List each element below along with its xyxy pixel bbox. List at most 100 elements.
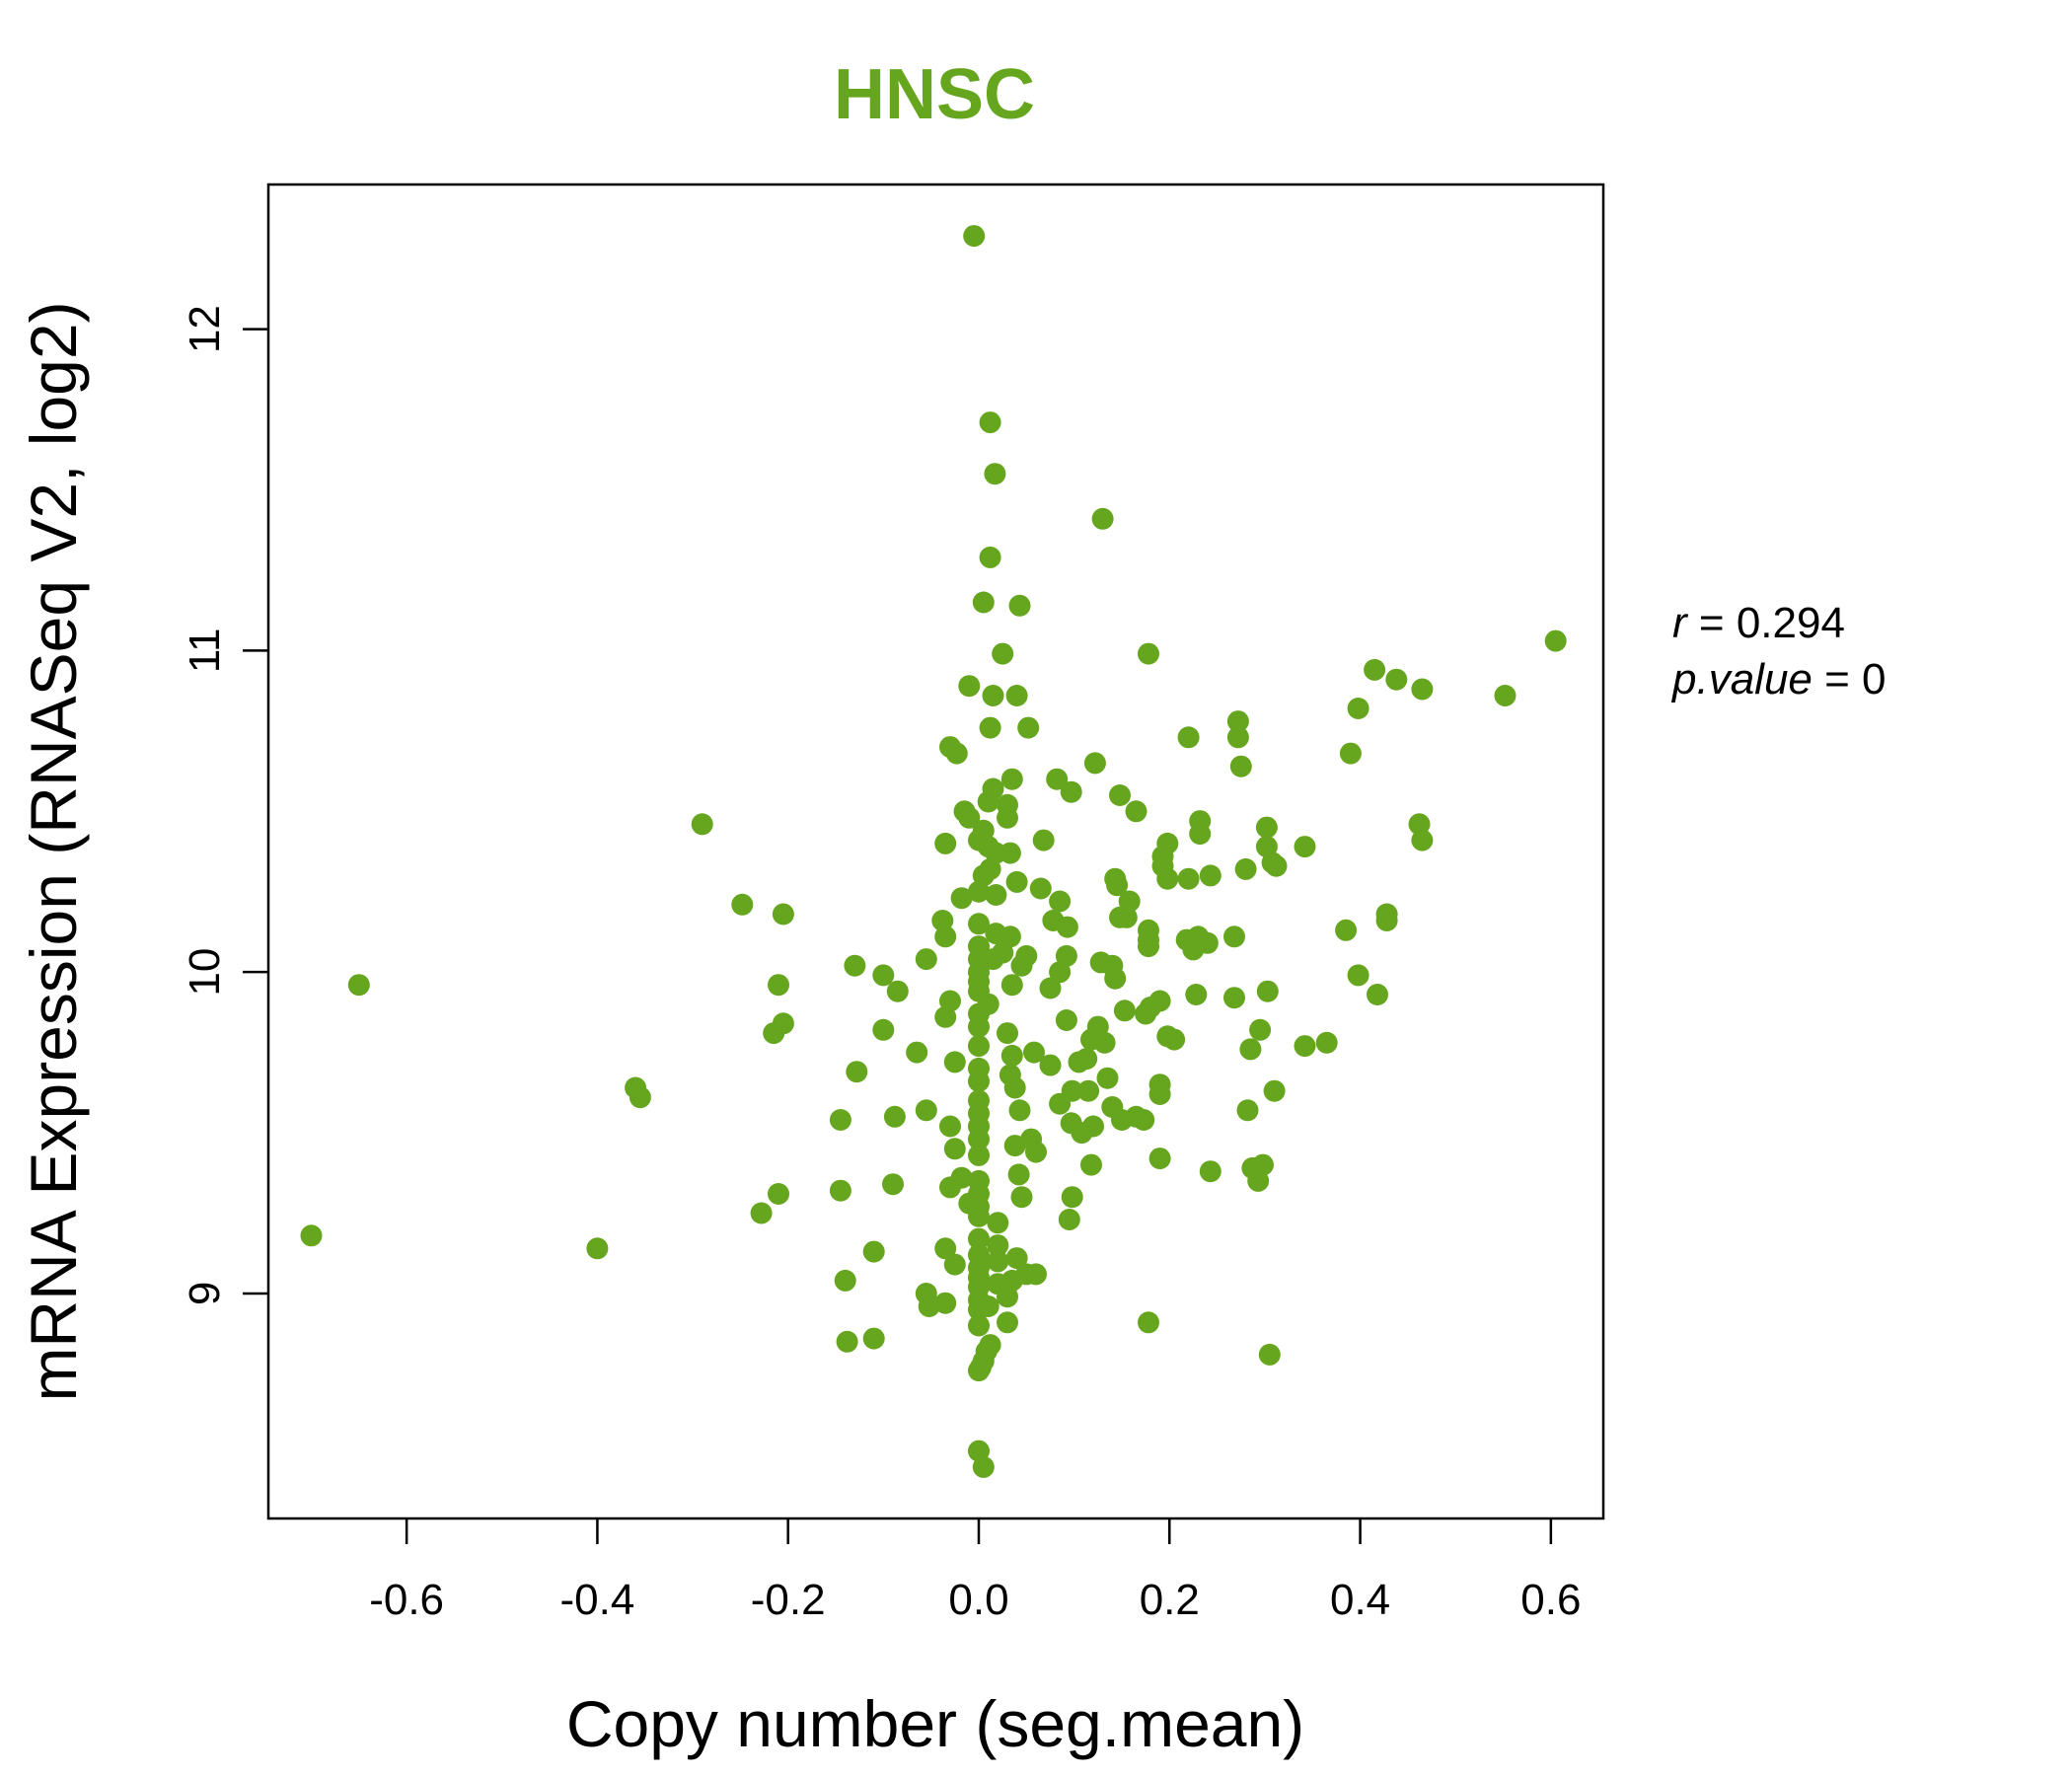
data-point — [1385, 668, 1408, 691]
data-point — [992, 642, 1014, 665]
p-equals: = — [1824, 655, 1862, 703]
data-point — [968, 1227, 990, 1250]
data-point — [1375, 910, 1398, 931]
data-point — [629, 1086, 651, 1109]
data-point — [1347, 698, 1369, 719]
data-point — [987, 1250, 1009, 1273]
data-point — [886, 980, 909, 1002]
data-point — [1008, 1099, 1031, 1122]
data-point — [982, 685, 1004, 706]
data-point — [987, 1234, 1009, 1257]
data-point — [963, 225, 986, 248]
data-point — [1294, 1035, 1316, 1058]
data-point — [968, 1205, 990, 1227]
data-point — [1223, 987, 1245, 1009]
data-point — [1177, 867, 1200, 890]
data-point — [829, 1109, 851, 1131]
data-point — [987, 1212, 1009, 1234]
data-point — [999, 842, 1021, 864]
data-point — [862, 1327, 885, 1350]
data-point — [768, 974, 789, 997]
data-point — [984, 463, 1006, 485]
data-point — [997, 1311, 1018, 1334]
data-point — [972, 1455, 995, 1478]
data-point — [968, 1298, 990, 1321]
data-point — [1071, 1122, 1093, 1145]
data-point — [872, 964, 895, 987]
data-point — [772, 903, 794, 925]
data-point — [1083, 752, 1106, 775]
data-point — [1229, 755, 1252, 777]
x-tick-label: -0.2 — [751, 1576, 826, 1624]
svg-text:p.value = 0: p.value = 0 — [1670, 655, 1887, 703]
data-point — [1005, 870, 1028, 893]
data-point — [1046, 768, 1069, 790]
data-point — [968, 1070, 990, 1092]
svg-text:r = 0.294: r = 0.294 — [1672, 599, 1845, 647]
data-point — [872, 1018, 895, 1041]
data-point — [846, 1061, 868, 1083]
data-point — [1039, 977, 1062, 999]
x-tick-label: -0.6 — [369, 1576, 444, 1624]
data-point — [1367, 984, 1388, 1005]
data-point — [768, 1183, 789, 1205]
data-point — [763, 1022, 785, 1045]
data-point — [1156, 867, 1179, 890]
data-point — [968, 1314, 990, 1337]
data-point — [882, 1173, 904, 1196]
data-point — [1494, 685, 1517, 706]
data-point — [968, 1360, 990, 1382]
data-point — [968, 1015, 990, 1038]
data-point — [1294, 836, 1316, 858]
data-point — [1029, 877, 1052, 900]
data-point — [979, 546, 1001, 568]
y-tick-label: 12 — [181, 305, 229, 353]
data-point — [1109, 906, 1131, 928]
data-point — [1025, 1141, 1047, 1163]
data-point — [985, 884, 1007, 906]
data-point — [586, 1237, 609, 1260]
data-point — [1138, 642, 1159, 665]
data-point — [979, 411, 1001, 434]
data-point — [1263, 1079, 1286, 1102]
data-point — [934, 925, 957, 948]
data-point — [1093, 1031, 1116, 1054]
data-point — [1544, 629, 1567, 652]
data-point — [1091, 507, 1114, 530]
data-point — [943, 1253, 966, 1276]
data-point — [1239, 1038, 1262, 1061]
data-point — [300, 1224, 323, 1247]
data-point — [934, 1292, 957, 1314]
data-point — [1265, 854, 1288, 877]
r-equals: = — [1699, 599, 1737, 647]
data-point — [1256, 980, 1279, 1002]
data-point — [977, 790, 999, 813]
data-point — [934, 1005, 957, 1028]
data-point — [1339, 742, 1362, 765]
data-point — [1177, 726, 1200, 749]
data-point — [691, 813, 713, 836]
data-point — [1068, 1051, 1090, 1073]
data-point — [1077, 1079, 1100, 1102]
data-point — [1000, 768, 1023, 790]
x-tick-label: -0.4 — [560, 1576, 635, 1624]
data-point — [1007, 1163, 1030, 1186]
data-point — [1411, 829, 1434, 851]
x-axis: -0.6 -0.4 -0.2 0.0 0.2 0.4 0.6 — [369, 1518, 1581, 1624]
data-point — [1000, 974, 1023, 997]
data-point — [1364, 658, 1386, 681]
data-point — [1335, 919, 1358, 941]
data-point — [1056, 916, 1078, 938]
data-point — [1223, 925, 1245, 948]
data-point — [939, 1176, 961, 1199]
data-point — [883, 1105, 906, 1128]
data-point — [915, 948, 937, 971]
y-tick-label: 10 — [181, 948, 229, 997]
data-point — [958, 806, 981, 829]
r-value: 0.294 — [1737, 599, 1845, 647]
data-point — [1138, 935, 1159, 958]
data-point — [915, 1099, 937, 1122]
y-tick-label: 11 — [181, 629, 229, 674]
data-point — [1234, 857, 1257, 880]
